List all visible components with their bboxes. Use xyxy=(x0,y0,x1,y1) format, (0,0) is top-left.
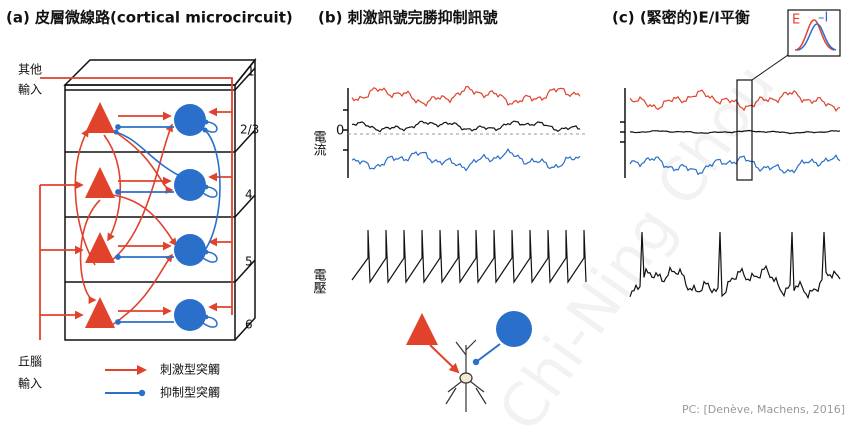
excitatory-neuron xyxy=(85,102,115,133)
synapse xyxy=(476,344,500,362)
inhibitory-current xyxy=(352,149,580,170)
layer-label: 4 xyxy=(245,188,253,202)
credit: PC: [Denève, Machens, 2016] xyxy=(682,403,845,416)
axis-label: 0 xyxy=(336,124,344,139)
excitatory-neuron xyxy=(406,313,438,345)
inhibitory-neuron xyxy=(496,311,532,347)
excitatory-neuron xyxy=(85,297,115,328)
panel-title: (b) 刺激訊號完勝抑制訊號 xyxy=(318,9,498,27)
figure: (a) 皮層微線路(cortical microcircuit) (b) 刺激訊… xyxy=(0,0,850,435)
excitatory-current xyxy=(352,87,580,106)
legend-label: 刺激型突觸 xyxy=(160,362,220,377)
excitatory-connection xyxy=(112,255,172,325)
circuit xyxy=(40,78,232,340)
inset-label: –I xyxy=(818,11,828,26)
input-label: 其他 xyxy=(18,63,42,77)
inhibitory-neuron xyxy=(174,299,206,331)
synapse xyxy=(430,345,458,372)
net-current xyxy=(352,121,580,132)
cortex-box xyxy=(65,60,255,340)
inhibitory-neuron xyxy=(174,104,206,136)
input-label: 輸入 xyxy=(18,376,42,391)
axis xyxy=(343,88,625,178)
inhibitory-neuron xyxy=(174,234,206,266)
pyramidal-cell xyxy=(446,340,486,412)
layer-label: 2/3 xyxy=(240,123,259,137)
layer-label: 1 xyxy=(247,65,255,79)
axis-label: 電壓 xyxy=(311,268,327,294)
layer-label: 6 xyxy=(245,318,253,332)
voltage-spikes xyxy=(352,230,586,282)
panel-title: (a) 皮層微線路(cortical microcircuit) xyxy=(6,9,293,27)
inhibitory-connection xyxy=(205,130,220,250)
panel-title: (c) (緊密的)E/I平衡 xyxy=(612,9,750,27)
input-label: 輸入 xyxy=(18,82,42,97)
excitatory-connection xyxy=(112,195,176,245)
inset-label: E xyxy=(792,13,800,28)
legend-label: 抑制型突觸 xyxy=(160,385,220,400)
layer-label: 5 xyxy=(245,255,253,269)
excitatory-neuron xyxy=(85,167,115,198)
input-label: 丘腦 xyxy=(18,354,42,369)
inhibitory-neuron xyxy=(174,169,206,201)
axis-label: 電流 xyxy=(311,130,327,156)
